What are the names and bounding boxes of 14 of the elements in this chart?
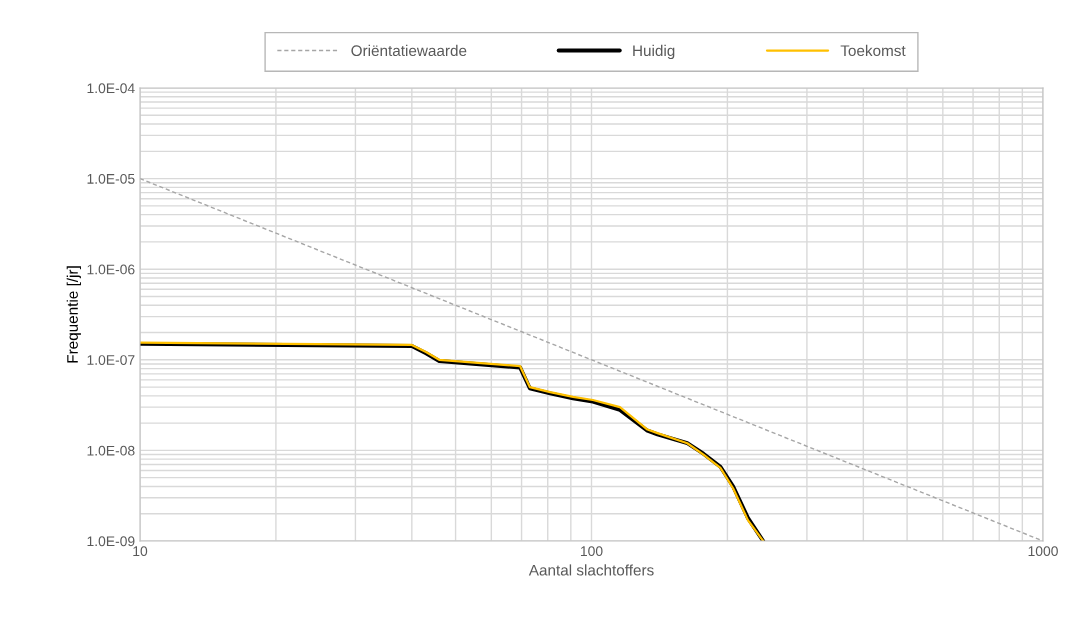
y-axis-title: Frequentie [/jr] xyxy=(66,266,81,363)
legend-label: Oriëntatiewaarde xyxy=(351,44,467,57)
x-tick-label: 10 xyxy=(133,546,148,557)
y-tick-label: 1.0E-08 xyxy=(87,445,135,456)
y-tick-label: 1.0E-09 xyxy=(87,536,135,547)
x-tick-label: 100 xyxy=(580,546,603,557)
y-tick-label: 1.0E-07 xyxy=(87,355,135,365)
x-tick-label: 1000 xyxy=(1028,546,1058,557)
x-axis-title: Aantal slachtoffers xyxy=(528,564,654,576)
legend-label: Huidig xyxy=(633,44,675,60)
legend-label: Toekomst xyxy=(840,44,906,57)
y-tick-label: 1.0E-05 xyxy=(87,173,135,184)
y-tick-label: 1.0E-04 xyxy=(87,83,135,94)
y-tick-label: 1.0E-06 xyxy=(87,264,135,275)
